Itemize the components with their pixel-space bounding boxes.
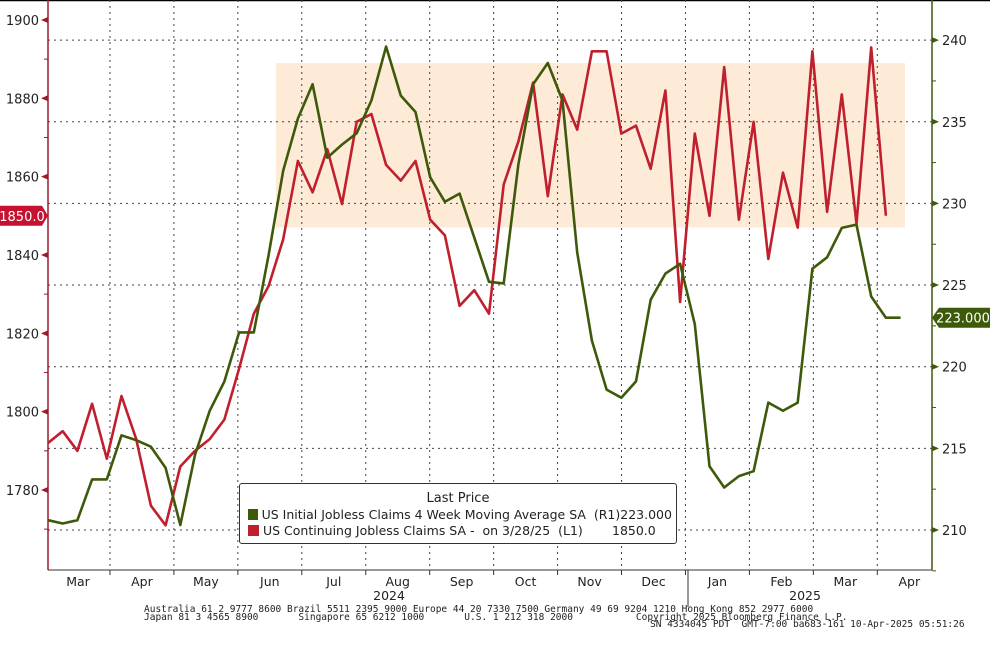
- footer-contacts-line2: Japan 81 3 4565 8900 Singapore 65 6212 1…: [144, 612, 848, 623]
- legend-title: Last Price: [426, 491, 490, 506]
- left-axis-tick: [41, 251, 48, 258]
- left-axis-tick-label: 1840: [6, 249, 39, 264]
- right-axis-tick-label: 215: [942, 442, 967, 457]
- legend-entry-initial-claims: US Initial Jobless Claims 4 Week Moving …: [240, 506, 676, 522]
- footer-timestamp: SN 4334045 PDT GMT-7:00 ba683-161 10-Apr…: [650, 619, 965, 630]
- left-axis-tick-label: 1880: [6, 92, 39, 107]
- left-axis-tick: [41, 16, 48, 23]
- left-axis-tick: [41, 487, 48, 493]
- x-axis-year-label: 2024: [373, 588, 405, 603]
- series-line-continuing-claims: [47, 46, 888, 527]
- legend-label: US Initial Jobless Claims 4 Week Moving …: [261, 506, 621, 522]
- x-axis-month-label: Aug: [386, 574, 410, 589]
- right-axis-tick-label: 225: [942, 279, 967, 294]
- x-axis-month-label: Dec: [641, 574, 665, 589]
- left-axis-tick-label: 1860: [6, 171, 39, 186]
- x-axis-month-label: Nov: [577, 574, 602, 589]
- legend-swatch-green: [248, 508, 258, 520]
- x-axis-month-label: Mar: [66, 574, 90, 589]
- right-last-value-label: 223.000: [936, 312, 990, 327]
- left-axis-tick: [41, 408, 48, 415]
- right-axis-tick-label: 210: [942, 524, 967, 539]
- left-last-value-tag: [0, 205, 48, 226]
- x-axis-month-label: Jul: [325, 574, 341, 589]
- legend-value: 1850.0: [612, 522, 656, 538]
- x-axis-month-label: Sep: [450, 574, 474, 589]
- legend-entry-continuing-claims: US Continuing Jobless Claims SA - on 3/2…: [240, 522, 676, 538]
- legend-label: US Continuing Jobless Claims SA - on 3/2…: [263, 522, 583, 538]
- left-axis-tick: [41, 173, 48, 180]
- x-axis-month-label: Apr: [898, 574, 920, 589]
- right-axis-tick: [932, 37, 939, 44]
- right-axis-tick-label: 235: [942, 116, 967, 131]
- right-axis-tick: [932, 200, 939, 207]
- x-axis-month-label: Jan: [707, 574, 727, 589]
- left-axis-tick: [41, 330, 48, 337]
- left-axis-tick-label: 1820: [6, 327, 39, 342]
- right-axis-tick: [932, 118, 939, 125]
- legend-swatch-red: [248, 524, 259, 536]
- x-axis-month-label: Oct: [515, 574, 537, 589]
- left-axis-tick-label: 1780: [6, 484, 39, 499]
- left-last-value-label: 1850.0: [0, 210, 45, 225]
- right-axis-tick-label: 220: [942, 361, 967, 376]
- x-axis-month-label: Jun: [259, 574, 280, 589]
- right-axis-tick-label: 230: [942, 197, 967, 212]
- left-axis-tick-label: 1800: [6, 406, 39, 421]
- right-axis-tick: [932, 363, 939, 370]
- right-last-value-tag: [932, 307, 990, 328]
- left-axis-tick-label: 1900: [6, 14, 39, 29]
- right-axis-tick: [932, 527, 939, 533]
- footer-contacts-line1: Australia 61 2 9777 8600 Brazil 5511 239…: [144, 604, 814, 615]
- x-axis-month-label: May: [193, 574, 219, 589]
- right-axis-tick: [932, 282, 939, 289]
- legend-value: 223.000: [620, 506, 672, 522]
- x-axis-month-label: Feb: [770, 574, 792, 589]
- left-axis-tick: [41, 95, 48, 102]
- x-axis-month-label: Apr: [131, 574, 153, 589]
- right-axis-tick: [932, 445, 939, 452]
- x-axis-month-label: Mar: [834, 574, 858, 589]
- chart-legend: Last Price US Initial Jobless Claims 4 W…: [239, 483, 677, 544]
- x-axis-year-label: 2025: [789, 588, 821, 603]
- right-axis-tick-label: 240: [942, 34, 967, 49]
